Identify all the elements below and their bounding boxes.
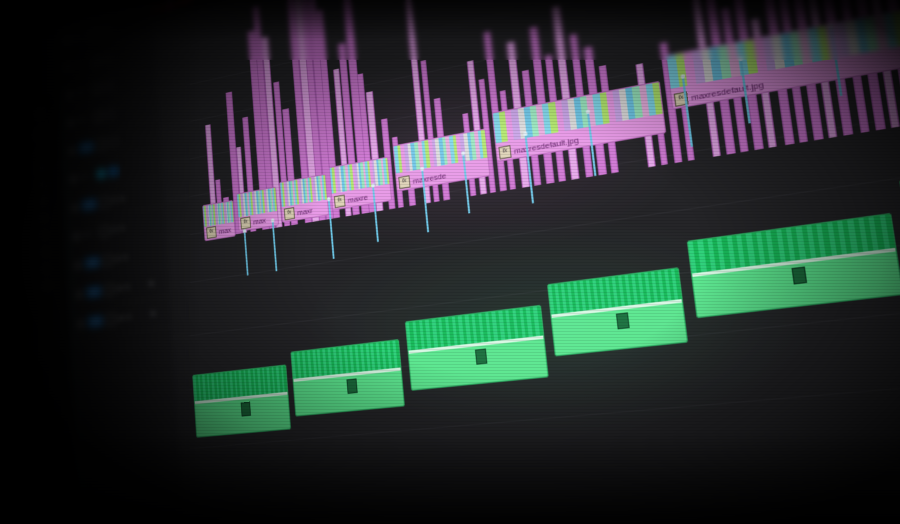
- track-output-toggle[interactable]: [105, 107, 115, 120]
- clip-label: maxresde: [412, 170, 447, 186]
- lock-icon[interactable]: [66, 117, 74, 128]
- solo-button[interactable]: S: [126, 312, 131, 322]
- mute-button[interactable]: M: [118, 313, 124, 323]
- track-output-toggle[interactable]: [108, 164, 119, 178]
- track-name-v6[interactable]: V6: [72, 31, 81, 42]
- clip-label: maxre: [347, 192, 369, 205]
- eye-icon[interactable]: [92, 109, 103, 123]
- video-clip[interactable]: fx maxr: [279, 173, 330, 223]
- audio-meter-icon[interactable]: [103, 283, 115, 297]
- lock-icon[interactable]: [65, 89, 73, 100]
- eye-icon[interactable]: [95, 167, 107, 180]
- lock-icon[interactable]: [68, 145, 76, 156]
- lock-icon[interactable]: [69, 173, 77, 184]
- track-name-a2[interactable]: A2: [82, 229, 91, 239]
- lock-icon[interactable]: [75, 289, 83, 300]
- track-select-tool-icon[interactable]: [31, 124, 45, 142]
- track-name-a3[interactable]: A3: [84, 255, 100, 270]
- track-name-v3[interactable]: V3: [76, 115, 85, 125]
- fx-badge-icon: fx: [240, 216, 252, 230]
- track-name-v5[interactable]: V5: [74, 59, 82, 69]
- clip-label: max: [252, 215, 267, 227]
- fx-badge-icon: fx: [283, 207, 296, 221]
- selection-tool-icon[interactable]: [30, 104, 44, 122]
- lock-icon[interactable]: [62, 34, 70, 45]
- lock-icon[interactable]: [76, 318, 85, 329]
- solo-button[interactable]: S: [124, 282, 130, 292]
- track-name-v1[interactable]: V1: [79, 172, 88, 182]
- track-output-toggle[interactable]: [103, 79, 114, 92]
- audio-clip-badge-icon: [346, 378, 358, 395]
- audio-meter-icon[interactable]: [98, 195, 110, 209]
- mute-button[interactable]: M: [111, 224, 118, 234]
- lock-icon[interactable]: [74, 259, 82, 271]
- monitor-screen: Sequence 01 00:00:07:14 V6V5V4V3V2V1A1MS…: [5, 0, 900, 524]
- track-name-v4[interactable]: V4: [75, 87, 83, 97]
- eye-icon[interactable]: [95, 138, 106, 151]
- voice-over-record-button[interactable]: S: [150, 309, 156, 319]
- lock-icon[interactable]: [64, 61, 71, 72]
- lock-icon[interactable]: [72, 230, 80, 242]
- track-output-toggle[interactable]: [100, 22, 111, 36]
- ripple-edit-tool-icon[interactable]: [34, 145, 44, 158]
- track-name-v2[interactable]: V2: [78, 140, 94, 155]
- audio-clip-badge-icon: [791, 266, 808, 285]
- mute-button[interactable]: M: [116, 283, 123, 293]
- fx-badge-icon: fx: [206, 225, 217, 239]
- track-name-a1[interactable]: A1: [81, 197, 97, 212]
- audio-clip[interactable]: [404, 304, 549, 391]
- audio-meter-icon[interactable]: [98, 224, 110, 238]
- fx-badge-icon: fx: [398, 175, 411, 190]
- audio-clip[interactable]: [686, 212, 900, 319]
- zoom-tool-icon[interactable]: [40, 279, 51, 293]
- audio-clip-badge-icon: [474, 348, 488, 366]
- eye-icon[interactable]: [89, 53, 100, 67]
- voice-over-record-button[interactable]: S: [148, 278, 154, 288]
- track-name-a5[interactable]: A5: [87, 314, 103, 329]
- fx-badge-icon: fx: [333, 194, 346, 209]
- fx-badge-icon: fx: [498, 145, 512, 160]
- audio-clip[interactable]: [192, 364, 292, 438]
- track-output-toggle[interactable]: [108, 135, 118, 149]
- audio-clip-badge-icon: [240, 401, 251, 417]
- video-clip[interactable]: fx max: [202, 199, 236, 242]
- rolling-edit-tool-icon[interactable]: [35, 161, 45, 175]
- razor-tool-icon[interactable]: [36, 195, 47, 208]
- rate-stretch-tool-icon[interactable]: [35, 178, 46, 191]
- audio-meter-icon[interactable]: [102, 253, 113, 267]
- hand-tool-icon[interactable]: [39, 262, 50, 276]
- eye-icon[interactable]: [88, 25, 99, 39]
- clip-label: max: [218, 224, 232, 236]
- audio-clip-badge-icon: [615, 312, 630, 330]
- mute-button[interactable]: M: [111, 195, 118, 205]
- pen-tool-icon[interactable]: [38, 245, 49, 259]
- slip-tool-icon[interactable]: [37, 211, 48, 225]
- solo-button[interactable]: S: [119, 223, 125, 233]
- clip-label: maxr: [296, 205, 313, 217]
- audio-clip[interactable]: [547, 267, 689, 357]
- audio-clip[interactable]: [290, 339, 405, 417]
- lock-icon[interactable]: [71, 202, 79, 213]
- audio-waveform: [688, 214, 896, 275]
- eye-icon[interactable]: [91, 81, 102, 95]
- mute-button[interactable]: M: [114, 254, 121, 264]
- timeline-tracks-area[interactable]: fx max fx max fx maxr fx maxre fx maxresde fx maxre…: [152, 0, 900, 524]
- audio-meter-icon[interactable]: [105, 313, 116, 326]
- track-output-toggle[interactable]: [102, 50, 112, 64]
- solo-button[interactable]: S: [119, 194, 125, 204]
- slide-tool-icon[interactable]: [38, 228, 48, 242]
- solo-button[interactable]: S: [122, 252, 128, 262]
- track-name-a4[interactable]: A4: [85, 284, 102, 300]
